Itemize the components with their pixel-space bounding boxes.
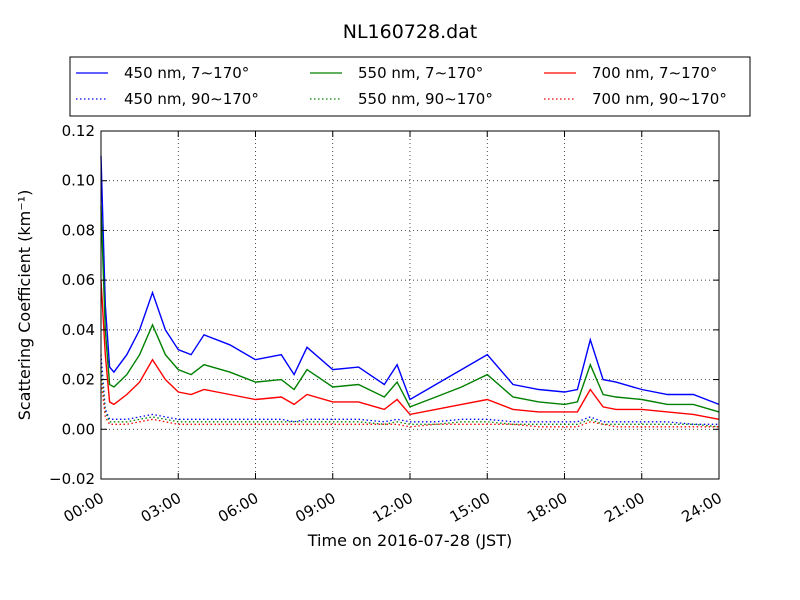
legend-label-5: 700 nm, 90∼170° [592,90,727,108]
y-tick-label: 0.04 [62,321,95,339]
y-tick-label: −0.02 [49,470,95,488]
x-tick-label: 12:00 [370,489,416,526]
x-tick-label: 00:00 [61,489,107,526]
x-axis-label: Time on 2016-07-28 (JST) [307,531,512,550]
series-line-2 [100,205,720,413]
x-tick-label: 18:00 [524,489,570,526]
series-line-3 [100,367,720,428]
legend-label-3: 550 nm, 90∼170° [358,90,493,108]
x-tick-label: 24:00 [679,489,725,526]
x-tick-label: 21:00 [601,489,647,526]
series-line-0 [100,155,720,406]
series-lines [100,155,720,428]
y-tick-label: 0.00 [62,420,95,438]
y-tick-label: 0.02 [62,371,95,389]
grid [100,130,720,480]
x-tick-label: 06:00 [215,489,261,526]
series-line-5 [100,379,719,428]
y-axis-label: Scattering Coefficient (km⁻¹) [15,190,34,421]
legend-label-0: 450 nm, 7∼170° [124,64,249,82]
legend-label-1: 450 nm, 90∼170° [124,90,259,108]
y-tick-label: 0.10 [62,172,95,190]
series-line-4 [100,280,720,420]
x-tick-label: 15:00 [447,489,493,526]
x-tick-label: 09:00 [292,489,338,526]
legend-box [69,56,751,117]
ticks: 00:00 03:00 06:00 09:00 12:00 15:00 18:00 21:00… [49,122,725,526]
legend-label-4: 700 nm, 7∼170° [592,64,717,82]
legend: 450 nm, 7∼170° 550 nm, 7∼170° 700 nm, 7∼17… [69,56,751,117]
x-tick-label: 03:00 [138,489,184,526]
series-line-1 [100,354,719,425]
y-tick-label: 0.12 [62,122,95,140]
legend-label-2: 550 nm, 7∼170° [358,64,483,82]
chart-title: NL160728.dat [343,21,478,43]
y-tick-label: 0.06 [62,271,95,289]
y-tick-label: 0.08 [62,221,95,239]
